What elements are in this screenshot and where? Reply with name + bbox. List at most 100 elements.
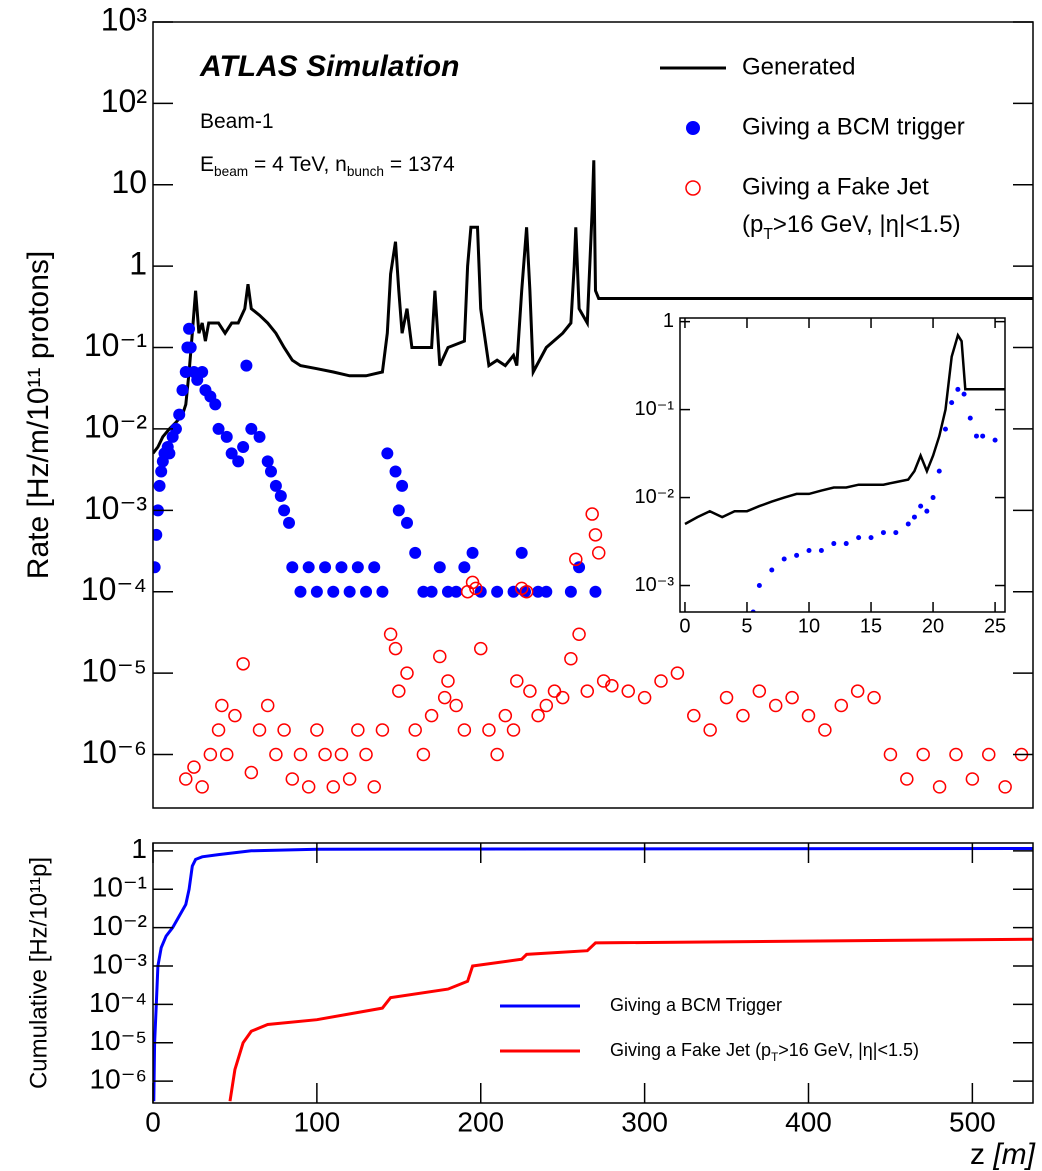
data-point [264,465,277,478]
data-point [506,723,521,737]
data-point [408,723,422,737]
data-point [215,698,229,713]
data-point [510,674,524,688]
data-point [572,627,586,642]
y-tick-label: 10⁻² [84,408,147,444]
data-point [153,561,161,574]
data-point [482,723,496,737]
data-point [187,760,201,774]
data-point [302,561,315,574]
y-tick-label: 10⁻¹ [92,872,147,903]
text-part: (p [742,211,763,238]
data-point [588,528,603,542]
data-point [569,552,583,567]
plot-frame [679,317,1006,613]
data-point [318,747,332,762]
data-point [383,627,398,642]
data-point [269,747,283,762]
data-point [220,430,233,443]
data-point [637,690,652,705]
data-point [437,690,452,705]
data-point [540,585,553,598]
data-point [155,465,168,478]
data-point [930,495,936,501]
x-tick-label: 100 [294,1106,341,1137]
data-point [703,723,717,737]
data-point [389,465,402,478]
y-tick-label: 10⁻¹ [635,398,675,420]
text-part: (p [750,1040,771,1060]
series-line [153,847,1033,1102]
data-point [973,433,979,439]
data-point [343,585,356,598]
data-point [794,552,800,558]
y-tick-label: 10⁻⁴ [81,571,147,607]
data-point [519,584,534,599]
data-point [818,723,832,737]
text-part: [m] [985,1138,1036,1171]
data-point [916,747,930,762]
data-point [409,546,422,559]
data-point [818,548,824,554]
data-point [228,708,242,723]
y-tick-label: 10⁻³ [92,948,147,979]
data-point [433,649,447,664]
legend-label: Giving a Fake Jet (pT>16 GeV, |η|<1.5) [610,1040,919,1064]
data-point [236,657,250,671]
data-point [893,530,899,536]
data-point [285,772,300,786]
y-tick-label: 10⁻³ [84,490,147,526]
x-axis-title: z [m] [970,1138,1036,1171]
data-point [310,723,324,737]
data-point [831,541,837,547]
data-point [564,652,578,666]
data-point [867,690,881,705]
text-part: z [970,1138,985,1171]
data-point [183,322,196,335]
y-tick-label: 10⁻² [635,486,675,508]
data-point [359,747,373,762]
text-part: Giving a BCM Trigger [610,995,782,1015]
data-point [392,504,405,517]
plot-area [684,332,1005,612]
legend-swatch [686,121,700,135]
y-tick-label: 10⁻⁵ [89,1025,147,1056]
data-point [401,516,414,529]
y-tick-label: 10⁻⁴ [89,987,147,1018]
y-tick-label: 1 [663,310,674,332]
data-point [327,585,340,598]
data-point [184,341,197,354]
x-tick-label: 20 [922,615,944,637]
legend-note: (pT>16 GeV, |η|<1.5) [742,211,961,242]
data-point [850,684,865,698]
legend-swatch [685,180,701,196]
data-point [450,585,463,598]
data-point [375,723,390,737]
text-part: E [200,153,214,176]
data-point [293,747,308,762]
data-point [998,780,1012,794]
data-point [219,747,234,762]
data-point [203,747,218,762]
data-point [880,530,886,536]
data-point [843,541,849,547]
data-point [955,386,961,392]
data-point [942,426,948,432]
legend-label: Giving a BCM trigger [742,113,965,140]
plot-area [153,160,1033,794]
x-tick-label: 10 [798,615,820,637]
data-point [523,684,537,698]
plot-frame [152,21,1034,809]
data-point [756,583,762,589]
data-point [209,398,222,411]
data-point [654,674,668,688]
data-point [225,447,238,460]
y-tick-label: 10⁻² [92,910,147,941]
data-point [360,585,373,598]
data-point [736,708,750,723]
data-point [294,585,307,598]
data-point [670,666,685,680]
data-point [388,641,403,656]
data-point [905,521,911,527]
text-part: Giving a Fake Jet [610,1040,750,1060]
